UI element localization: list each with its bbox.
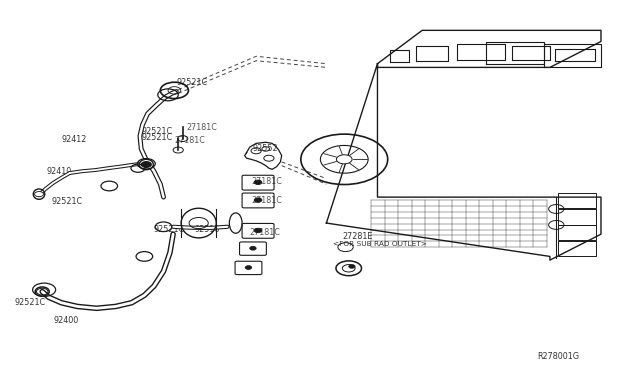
Text: 92552: 92552 (253, 144, 278, 153)
Text: 92521C: 92521C (52, 197, 83, 206)
Circle shape (245, 266, 252, 269)
Circle shape (141, 161, 152, 167)
Text: 92400: 92400 (53, 316, 78, 325)
Circle shape (349, 264, 355, 268)
Text: R278001G: R278001G (537, 352, 579, 361)
Text: 27181C: 27181C (251, 177, 282, 186)
Text: 27181C: 27181C (186, 123, 217, 132)
Text: 92521C: 92521C (141, 133, 172, 142)
Circle shape (250, 246, 256, 250)
Text: 92521C: 92521C (15, 298, 46, 307)
Ellipse shape (140, 159, 154, 170)
Text: 92521C: 92521C (176, 78, 207, 87)
Circle shape (254, 198, 262, 202)
Text: 27281E: 27281E (342, 231, 372, 241)
Text: <FOR SUB RAD OUTLET>: <FOR SUB RAD OUTLET> (333, 241, 427, 247)
Text: 92516: 92516 (194, 225, 220, 234)
Text: 27181C: 27181C (250, 228, 280, 237)
Text: 92412: 92412 (61, 135, 87, 144)
Text: 92521C: 92521C (154, 225, 185, 234)
Circle shape (254, 228, 262, 233)
Circle shape (254, 180, 262, 185)
Text: 27181C: 27181C (174, 136, 205, 145)
Circle shape (337, 155, 352, 164)
Text: 92410: 92410 (47, 167, 72, 176)
Text: 92521C: 92521C (141, 126, 172, 136)
Text: 27181C: 27181C (251, 196, 282, 205)
Circle shape (35, 192, 44, 197)
